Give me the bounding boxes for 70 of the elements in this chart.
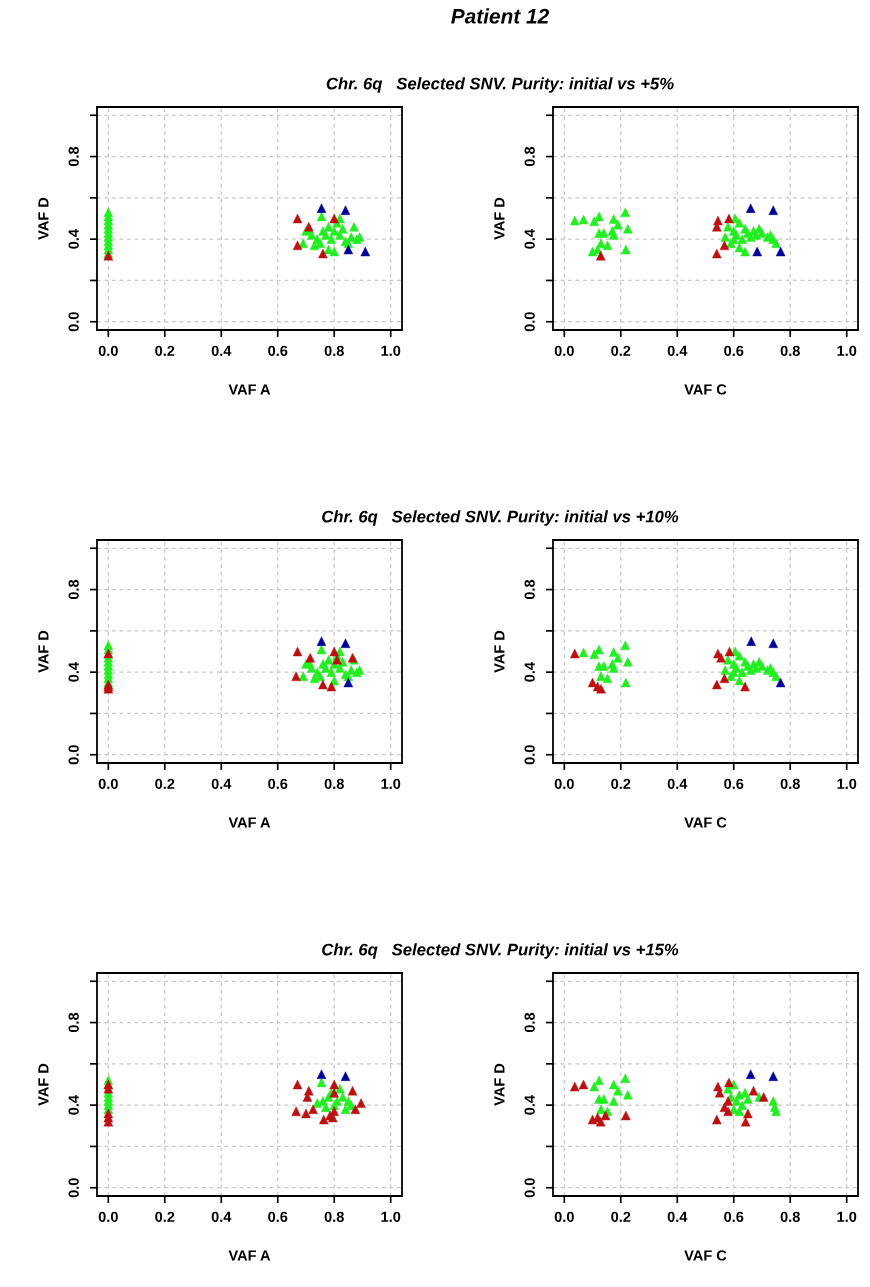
y-tick-label: 0.4 bbox=[68, 229, 79, 249]
y-axis-title: VAF D bbox=[38, 197, 49, 240]
x-tick-label: 0.6 bbox=[268, 1211, 288, 1222]
x-tick-label: 0.4 bbox=[667, 345, 688, 356]
x-tick-label: 0.0 bbox=[98, 778, 118, 789]
x-tick-label: 0.0 bbox=[554, 345, 574, 356]
x-tick-label: 0.4 bbox=[211, 345, 232, 356]
y-tick-label: 0.4 bbox=[68, 1095, 79, 1115]
y-axis-title: VAF D bbox=[494, 1063, 505, 1106]
chart-title: Chr. 6q Selected SNV. Purity: initial vs +10% bbox=[322, 510, 679, 526]
x-tick-label: 0.8 bbox=[780, 1211, 800, 1222]
x-axis-title: VAF C bbox=[684, 384, 727, 395]
y-tick-label: 0.4 bbox=[524, 229, 535, 249]
x-axis-title: VAF A bbox=[228, 384, 271, 395]
x-axis-title: VAF A bbox=[228, 1250, 271, 1261]
x-tick-label: 0.2 bbox=[611, 778, 631, 789]
x-tick-label: 0.8 bbox=[324, 1211, 344, 1222]
x-tick-label: 0.6 bbox=[724, 1211, 744, 1222]
y-axis-title: VAF D bbox=[494, 630, 505, 673]
x-tick-label: 0.2 bbox=[155, 345, 175, 356]
y-tick-label: 0.0 bbox=[68, 312, 79, 332]
chart-title: Patient 12 bbox=[451, 8, 549, 24]
x-tick-label: 1.0 bbox=[837, 345, 857, 356]
x-tick-label: 0.0 bbox=[554, 1211, 574, 1222]
y-tick-label: 0.0 bbox=[68, 1178, 79, 1198]
y-tick-label: 0.0 bbox=[524, 745, 535, 765]
y-tick-label: 0.8 bbox=[524, 579, 535, 600]
x-tick-label: 0.6 bbox=[724, 345, 744, 356]
x-tick-label: 0.0 bbox=[98, 345, 118, 356]
x-tick-label: 0.2 bbox=[611, 345, 631, 356]
x-tick-label: 0.0 bbox=[554, 778, 574, 789]
y-tick-label: 0.4 bbox=[524, 1095, 535, 1115]
y-axis-title: VAF D bbox=[38, 630, 49, 673]
x-tick-label: 0.8 bbox=[780, 345, 800, 356]
x-axis-title: VAF A bbox=[228, 817, 271, 828]
x-tick-label: 0.4 bbox=[667, 778, 688, 789]
y-tick-label: 0.0 bbox=[524, 312, 535, 332]
x-tick-label: 0.4 bbox=[211, 1211, 232, 1222]
y-tick-label: 0.4 bbox=[68, 662, 79, 682]
y-tick-label: 0.8 bbox=[68, 1012, 79, 1033]
y-axis-title: VAF D bbox=[38, 1063, 49, 1106]
x-tick-label: 0.6 bbox=[268, 778, 288, 789]
y-tick-label: 0.8 bbox=[68, 146, 79, 167]
x-tick-label: 0.0 bbox=[98, 1211, 118, 1222]
x-axis-title: VAF C bbox=[684, 1250, 727, 1261]
x-tick-label: 1.0 bbox=[837, 1211, 857, 1222]
chart-title: Chr. 6q Selected SNV. Purity: initial vs +15% bbox=[322, 943, 679, 959]
x-tick-label: 0.2 bbox=[155, 1211, 175, 1222]
x-tick-label: 0.6 bbox=[724, 778, 744, 789]
y-tick-label: 0.0 bbox=[68, 745, 79, 765]
x-tick-label: 0.8 bbox=[780, 778, 800, 789]
y-axis-title: VAF D bbox=[494, 197, 505, 240]
x-tick-label: 0.6 bbox=[268, 345, 288, 356]
x-tick-label: 0.4 bbox=[667, 1211, 688, 1222]
x-tick-label: 1.0 bbox=[381, 1211, 401, 1222]
x-tick-label: 1.0 bbox=[381, 345, 401, 356]
y-tick-label: 0.0 bbox=[524, 1178, 535, 1198]
chart-subtitle: Chr. 6q Selected SNV. Purity: initial vs +5% bbox=[326, 77, 674, 93]
x-tick-label: 0.2 bbox=[155, 778, 175, 789]
y-tick-label: 0.8 bbox=[68, 579, 79, 600]
x-tick-label: 1.0 bbox=[837, 778, 857, 789]
y-tick-label: 0.8 bbox=[524, 146, 535, 167]
x-axis-title: VAF C bbox=[684, 817, 727, 828]
x-tick-label: 0.2 bbox=[611, 1211, 631, 1222]
x-tick-label: 0.8 bbox=[324, 345, 344, 356]
x-tick-label: 0.4 bbox=[211, 778, 232, 789]
y-tick-label: 0.4 bbox=[524, 662, 535, 682]
x-tick-label: 0.8 bbox=[324, 778, 344, 789]
y-tick-label: 0.8 bbox=[524, 1012, 535, 1033]
x-tick-label: 1.0 bbox=[381, 778, 401, 789]
